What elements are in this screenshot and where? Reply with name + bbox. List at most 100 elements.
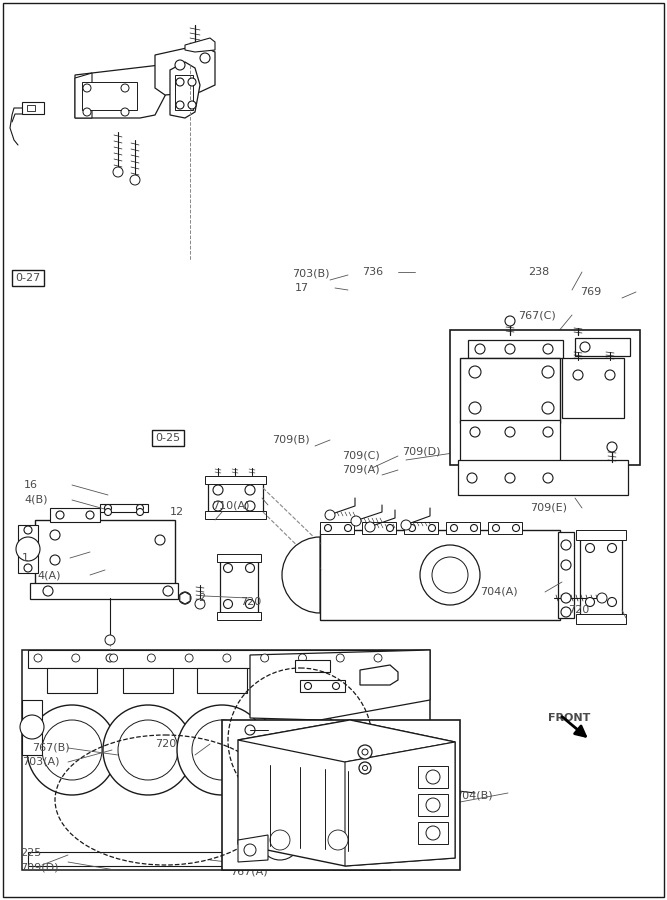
Bar — [28, 650, 426, 668]
Circle shape — [245, 563, 255, 572]
Circle shape — [121, 84, 129, 92]
Bar — [295, 660, 330, 672]
Bar — [222, 720, 460, 870]
Circle shape — [512, 525, 520, 532]
Circle shape — [24, 526, 32, 534]
Circle shape — [105, 635, 115, 645]
Text: 736: 736 — [362, 267, 383, 277]
Circle shape — [20, 715, 44, 739]
Circle shape — [268, 720, 328, 780]
Text: 703(A): 703(A) — [22, 757, 59, 767]
Circle shape — [223, 563, 233, 572]
Circle shape — [470, 427, 480, 437]
Polygon shape — [360, 665, 398, 685]
Circle shape — [608, 544, 616, 553]
Circle shape — [245, 501, 255, 511]
Circle shape — [86, 511, 94, 519]
Circle shape — [542, 402, 554, 414]
Text: 720: 720 — [155, 739, 176, 749]
Circle shape — [245, 725, 255, 735]
Text: 767(B): 767(B) — [32, 743, 69, 753]
Bar — [18, 525, 38, 573]
Polygon shape — [22, 650, 430, 870]
Circle shape — [561, 560, 571, 570]
Circle shape — [155, 535, 165, 545]
Bar — [22, 700, 42, 755]
Bar — [22, 102, 44, 114]
Circle shape — [103, 705, 193, 795]
Bar — [418, 822, 448, 844]
Circle shape — [605, 370, 615, 380]
Circle shape — [188, 101, 196, 109]
Bar — [558, 532, 574, 618]
Text: 709(B): 709(B) — [272, 435, 309, 445]
Circle shape — [336, 654, 344, 662]
Circle shape — [505, 316, 515, 326]
Circle shape — [177, 705, 267, 795]
Circle shape — [475, 344, 485, 354]
Bar — [30, 583, 178, 599]
Text: 709(D): 709(D) — [402, 447, 440, 457]
Circle shape — [586, 544, 594, 553]
Bar — [197, 668, 247, 693]
Bar — [217, 612, 261, 620]
Circle shape — [469, 402, 481, 414]
Bar — [576, 530, 626, 540]
Text: FRONT: FRONT — [548, 713, 590, 723]
Circle shape — [561, 607, 571, 617]
Circle shape — [573, 370, 583, 380]
Polygon shape — [238, 720, 455, 866]
Circle shape — [188, 78, 196, 86]
Bar — [576, 614, 626, 624]
Bar — [208, 480, 263, 512]
Circle shape — [325, 510, 335, 520]
Circle shape — [27, 705, 117, 795]
Text: 709(E): 709(E) — [530, 503, 567, 513]
Circle shape — [253, 705, 343, 795]
Circle shape — [105, 505, 111, 511]
Bar — [27, 105, 35, 111]
Bar — [418, 794, 448, 816]
Bar — [418, 766, 448, 788]
Circle shape — [106, 654, 114, 662]
Circle shape — [16, 537, 40, 561]
Text: 704(B): 704(B) — [455, 790, 493, 800]
Polygon shape — [155, 45, 215, 95]
Text: 225: 225 — [20, 848, 41, 858]
Circle shape — [147, 654, 155, 662]
Circle shape — [109, 654, 117, 662]
Circle shape — [358, 745, 372, 759]
Circle shape — [351, 516, 361, 526]
Bar — [488, 522, 522, 534]
Circle shape — [450, 525, 458, 532]
Circle shape — [374, 654, 382, 662]
Circle shape — [328, 830, 348, 850]
Circle shape — [163, 586, 173, 596]
Text: 710(B): 710(B) — [560, 425, 598, 435]
Circle shape — [362, 766, 368, 770]
Circle shape — [597, 593, 607, 603]
Text: 709(A): 709(A) — [342, 465, 380, 475]
Text: 4(A): 4(A) — [37, 570, 61, 580]
Circle shape — [50, 530, 60, 540]
Circle shape — [428, 525, 436, 532]
Circle shape — [505, 427, 515, 437]
Bar — [460, 358, 560, 423]
Bar — [320, 530, 560, 620]
Polygon shape — [238, 720, 455, 762]
Text: 472(A): 472(A) — [490, 431, 528, 441]
Circle shape — [492, 525, 500, 532]
Text: 17: 17 — [295, 283, 309, 293]
Circle shape — [105, 508, 111, 516]
Text: 238: 238 — [528, 267, 549, 277]
Circle shape — [83, 84, 91, 92]
Circle shape — [118, 720, 178, 780]
Polygon shape — [185, 38, 215, 52]
Circle shape — [426, 798, 440, 812]
Circle shape — [543, 473, 553, 483]
Circle shape — [432, 557, 468, 593]
Circle shape — [185, 654, 193, 662]
Circle shape — [261, 654, 269, 662]
Circle shape — [223, 654, 231, 662]
Circle shape — [200, 53, 210, 63]
